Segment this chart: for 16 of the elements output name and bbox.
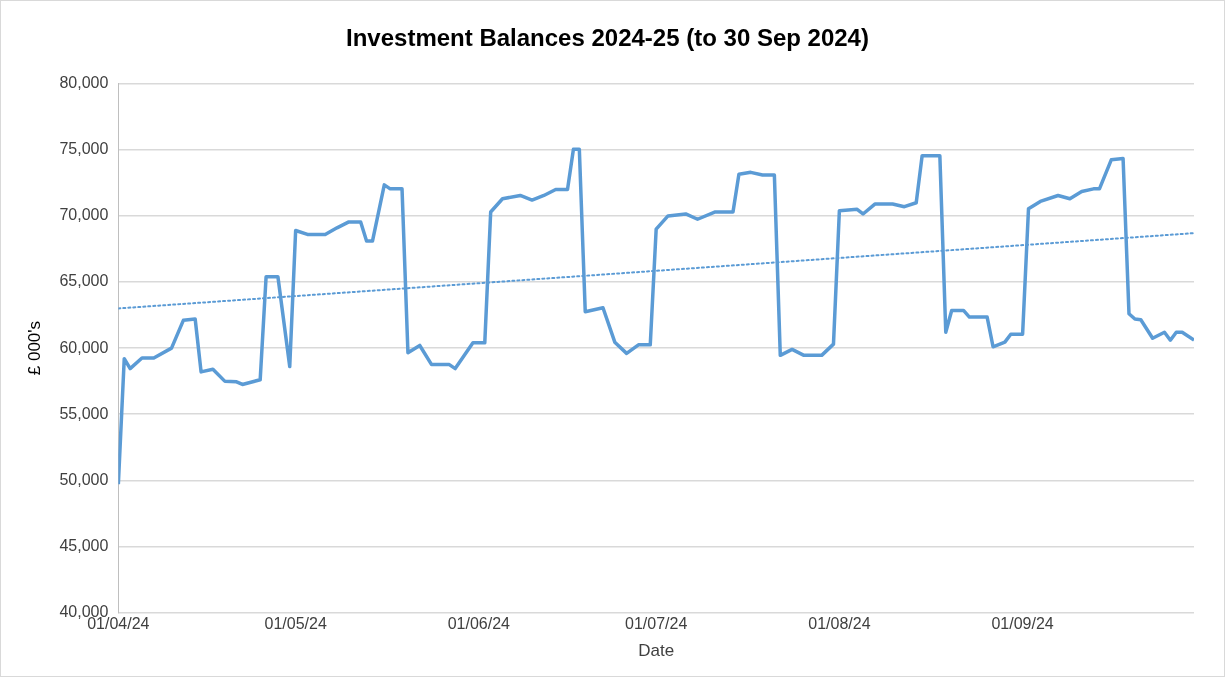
y-tick-label: 45,000: [59, 536, 109, 554]
x-tick-label: 01/07/24: [625, 615, 688, 633]
y-axis-title: £ 000's: [24, 320, 44, 376]
x-axis-title: Date: [638, 641, 675, 661]
y-tick-label: 50,000: [59, 470, 109, 488]
y-tick-label: 65,000: [59, 272, 109, 290]
x-tick-label: 01/06/24: [447, 615, 511, 633]
y-tick-label: 70,000: [59, 206, 109, 224]
x-tick-label: 01/08/24: [808, 615, 871, 633]
x-tick-label: 01/05/24: [264, 615, 327, 633]
y-tick-label: 80,000: [59, 74, 109, 92]
x-tick-label: 01/09/24: [991, 615, 1054, 633]
y-tick-label: 55,000: [59, 404, 109, 422]
y-tick-label: 75,000: [59, 140, 109, 158]
y-tick-label: 60,000: [59, 338, 109, 356]
chart-title: Investment Balances 2024-25 (to 30 Sep 2024): [346, 24, 869, 52]
